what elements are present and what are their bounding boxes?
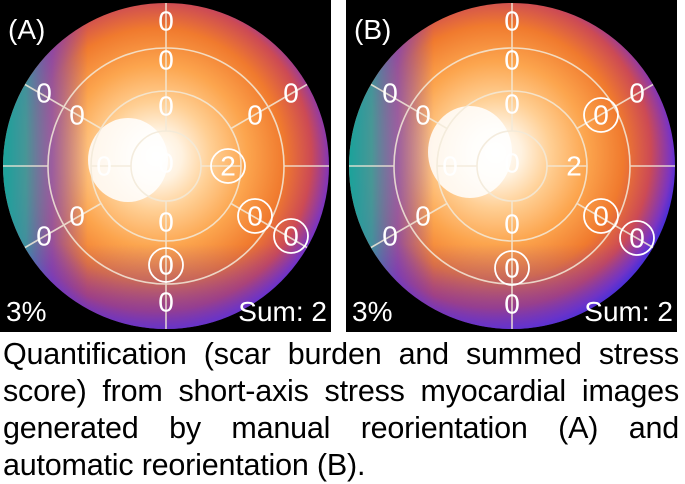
segment-mid-inferolateral: 0 — [247, 201, 263, 232]
segment-outer-inferior: 0 — [504, 289, 520, 320]
summed-score-value: Sum: 2 — [584, 296, 673, 327]
scar-burden-value: 3% — [6, 296, 46, 327]
segment-apical-anterior: 0 — [504, 89, 520, 120]
polar-map-a: 0 0 0 0 0 0 0 0 0 0 0 0 0 2 0 0 0 (A) 3%… — [3, 3, 329, 329]
segment-mid-anteroseptal: 0 — [69, 100, 85, 131]
polar-map-panel-a: 0 0 0 0 0 0 0 0 0 0 0 0 0 2 0 0 0 (A) 3%… — [0, 0, 331, 332]
segment-apex: 0 — [158, 148, 174, 179]
segment-mid-anterior: 0 — [504, 45, 520, 76]
segment-apical-inferior: 0 — [504, 209, 520, 240]
apex-highlight — [428, 106, 512, 198]
summed-score-value: Sum: 2 — [238, 296, 327, 327]
segment-outer-inferoseptal: 0 — [382, 221, 398, 252]
apex-highlight — [88, 118, 168, 202]
polar-map-b: 0 0 0 0 0 0 0 0 0 0 0 0 0 2 0 0 0 (B) 3%… — [349, 3, 675, 329]
perfusion-shading — [349, 3, 675, 329]
segment-apical-lateral: 2 — [566, 151, 582, 182]
segment-mid-anterolateral: 0 — [593, 100, 609, 131]
panel-label: (B) — [354, 14, 391, 45]
highlight-rings — [494, 97, 655, 286]
segment-grid — [3, 3, 329, 329]
segment-mid-inferoseptal: 0 — [415, 201, 431, 232]
segment-mid-inferior: 0 — [504, 253, 520, 284]
segment-mid-inferoseptal: 0 — [69, 201, 85, 232]
segment-apical-anterior: 0 — [158, 91, 174, 122]
segment-outer-inferolateral: 0 — [283, 221, 299, 252]
segment-grid — [349, 3, 675, 329]
segment-apex: 0 — [504, 148, 520, 179]
segment-outer-anteroseptal: 0 — [382, 78, 398, 109]
segment-apical-septal: 0 — [96, 151, 112, 182]
segment-apical-lateral: 2 — [220, 151, 236, 182]
segment-outer-anteroseptal: 0 — [36, 78, 52, 109]
segment-mid-inferior: 0 — [158, 250, 174, 281]
segment-outer-inferolateral: 0 — [629, 223, 645, 254]
segment-mid-anterior: 0 — [158, 45, 174, 76]
segment-outer-anterior: 0 — [158, 6, 174, 37]
segment-apical-septal: 0 — [442, 151, 458, 182]
panel-label: (A) — [8, 14, 45, 45]
figure-caption: Quantification (scar burden and summed s… — [3, 337, 679, 482]
segment-outer-anterolateral: 0 — [629, 78, 645, 109]
segment-outer-inferoseptal: 0 — [36, 221, 52, 252]
segment-mid-anteroseptal: 0 — [415, 100, 431, 131]
polar-map-panel-b: 0 0 0 0 0 0 0 0 0 0 0 0 0 2 0 0 0 (B) 3%… — [346, 0, 677, 332]
segment-outer-inferior: 0 — [158, 287, 174, 318]
scar-burden-value: 3% — [352, 296, 392, 327]
highlight-rings — [148, 148, 309, 283]
segment-outer-anterior: 0 — [504, 6, 520, 37]
segment-apical-inferior: 0 — [158, 207, 174, 238]
segment-mid-anterolateral: 0 — [247, 100, 263, 131]
segment-outer-anterolateral: 0 — [283, 78, 299, 109]
segment-mid-inferolateral: 0 — [593, 201, 609, 232]
